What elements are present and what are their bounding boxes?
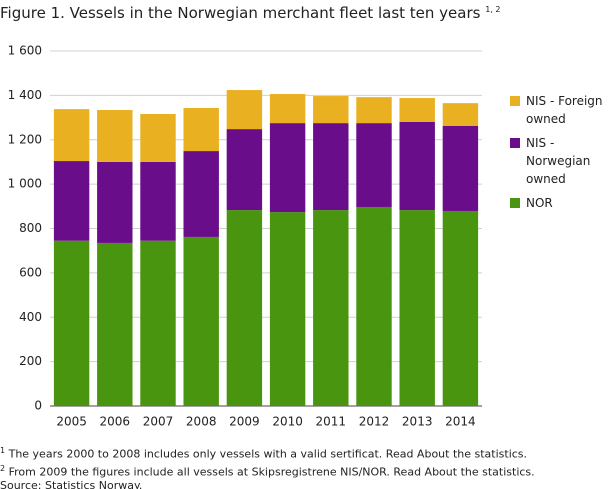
source: Source: Statistics Norway.	[0, 479, 143, 489]
legend-item: NIS - Foreign owned	[510, 92, 605, 128]
y-tick-label: 400	[19, 310, 42, 324]
y-tick-label: 1 400	[8, 88, 42, 102]
bar-segment	[313, 123, 349, 211]
y-tick-label: 0	[34, 399, 42, 413]
x-tick-label: 2007	[143, 415, 174, 429]
title-note: 1, 2	[485, 5, 501, 14]
bar-segment	[53, 240, 90, 406]
bar-segment	[269, 212, 306, 406]
x-tick-label: 2009	[229, 415, 260, 429]
bar-segment	[226, 90, 263, 130]
bar-segment	[442, 210, 479, 406]
y-tick-label: 200	[19, 354, 42, 368]
bar-segment	[140, 114, 176, 162]
y-tick-label: 1 200	[8, 132, 42, 146]
x-tick-label: 2011	[316, 415, 347, 429]
bar-segment	[140, 240, 176, 406]
legend-swatch	[510, 96, 520, 106]
bar-segment	[399, 98, 435, 122]
chart: 0 200 400 600 800 1 000 1 200 1 400 1 600 2005 200…	[8, 44, 482, 429]
y-tick-label: 800	[19, 221, 42, 235]
x-tick-label: 2014	[445, 415, 476, 429]
bar-segment	[356, 206, 392, 406]
legend-item: NOR	[510, 194, 605, 212]
x-tick-label: 2012	[359, 415, 390, 429]
x-tick-label: 2005	[56, 415, 87, 429]
legend-swatch	[510, 198, 520, 208]
footnote-text: From 2009 the figures include all vessel…	[8, 465, 535, 479]
bar-segment	[313, 96, 349, 124]
legend-item: NIS - Norwegian owned	[510, 134, 605, 188]
bar-segment	[140, 161, 176, 241]
bar-segment	[269, 123, 306, 213]
bar-segment	[183, 236, 219, 406]
bar-segment	[442, 103, 479, 126]
bar-segment	[442, 125, 479, 211]
chart-title: Figure 1. Vessels in the Norwegian merch…	[0, 4, 501, 22]
bar-segment	[269, 94, 306, 124]
bar-segment	[356, 97, 392, 124]
bar-segment	[313, 210, 349, 406]
bar-segment	[97, 161, 133, 243]
x-tick-label: 2013	[402, 415, 433, 429]
footnotes: 1 The years 2000 to 2008 includes only v…	[0, 444, 535, 489]
y-tick-label: 600	[19, 265, 42, 279]
legend-label: NIS - Foreign owned	[526, 94, 603, 126]
legend-swatch	[510, 138, 520, 148]
bar-segment	[183, 151, 219, 237]
legend-label: NIS - Norwegian owned	[526, 136, 591, 186]
footnote: 2 From 2009 the figures include all vess…	[0, 462, 535, 480]
bar-segment	[53, 109, 90, 162]
x-tick-label: 2008	[186, 415, 217, 429]
legend: NIS - Foreign owned NIS - Norwegian owned…	[510, 92, 605, 218]
x-tick-label: 2006	[100, 415, 131, 429]
bar-segment	[97, 110, 133, 162]
bar-segment	[399, 210, 435, 406]
legend-label: NOR	[526, 196, 553, 210]
y-tick-label: 1 600	[8, 44, 42, 58]
footnote-marker: 2	[0, 463, 6, 473]
bar-segment	[97, 242, 133, 406]
title-text: Figure 1. Vessels in the Norwegian merch…	[0, 4, 481, 22]
footnote: 1 The years 2000 to 2008 includes only v…	[0, 444, 535, 462]
bar-segment	[226, 210, 263, 406]
footnote-text: The years 2000 to 2008 includes only ves…	[8, 447, 528, 461]
x-tick-label: 2010	[272, 415, 303, 429]
bar-segment	[53, 161, 90, 241]
bar-segment	[356, 123, 392, 207]
bar-segment	[183, 108, 219, 152]
bar-segment	[226, 129, 263, 211]
bar-segment	[399, 122, 435, 211]
y-tick-label: 1 000	[8, 177, 42, 191]
footnote-marker: 1	[0, 446, 6, 455]
